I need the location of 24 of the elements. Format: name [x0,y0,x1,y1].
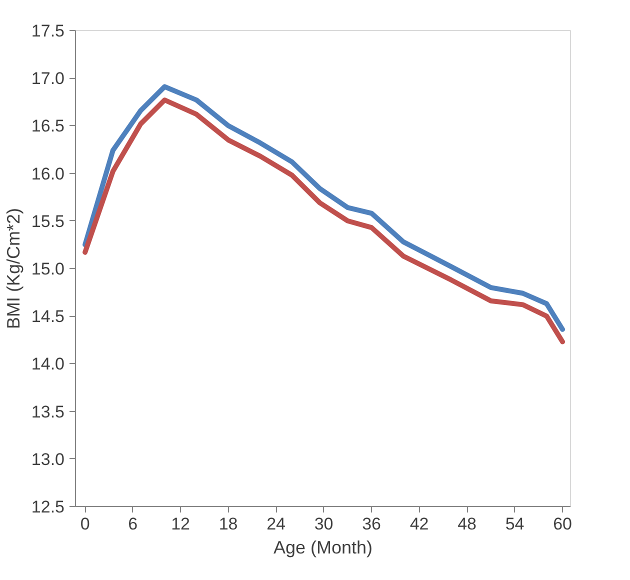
y-tick-label: 17.5 [31,22,65,40]
x-tick-label: 54 [505,514,524,534]
x-tick-label: 30 [314,514,334,534]
x-tick-label: 36 [362,514,382,534]
x-tick-label: 18 [218,514,238,534]
x-axis-title: Age (Month) [273,538,373,558]
y-tick-label: 14.5 [31,307,65,326]
x-tick-label: 12 [171,514,190,534]
y-axis-title: BMI (Kg/Cm*2) [3,208,24,330]
y-tick-label: 14.0 [31,354,65,374]
y-tick-label: 15.0 [31,260,65,278]
y-tick-label: 13.0 [31,450,65,469]
x-tick-label: 48 [458,514,477,534]
x-tick-label: 42 [410,514,429,534]
y-tick-label: 15.5 [31,212,65,231]
y-tick-label: 17.0 [31,69,65,88]
x-tick-label: 24 [266,514,286,534]
y-tick-label: 16.5 [31,116,65,136]
y-tick-label: 12.5 [31,498,65,516]
y-tick-label: 16.0 [31,164,65,184]
y-tick-label: 13.5 [31,402,65,422]
x-tick-label: 6 [128,514,138,534]
x-tick-label: 60 [553,514,572,534]
x-tick-label: 0 [80,514,90,534]
